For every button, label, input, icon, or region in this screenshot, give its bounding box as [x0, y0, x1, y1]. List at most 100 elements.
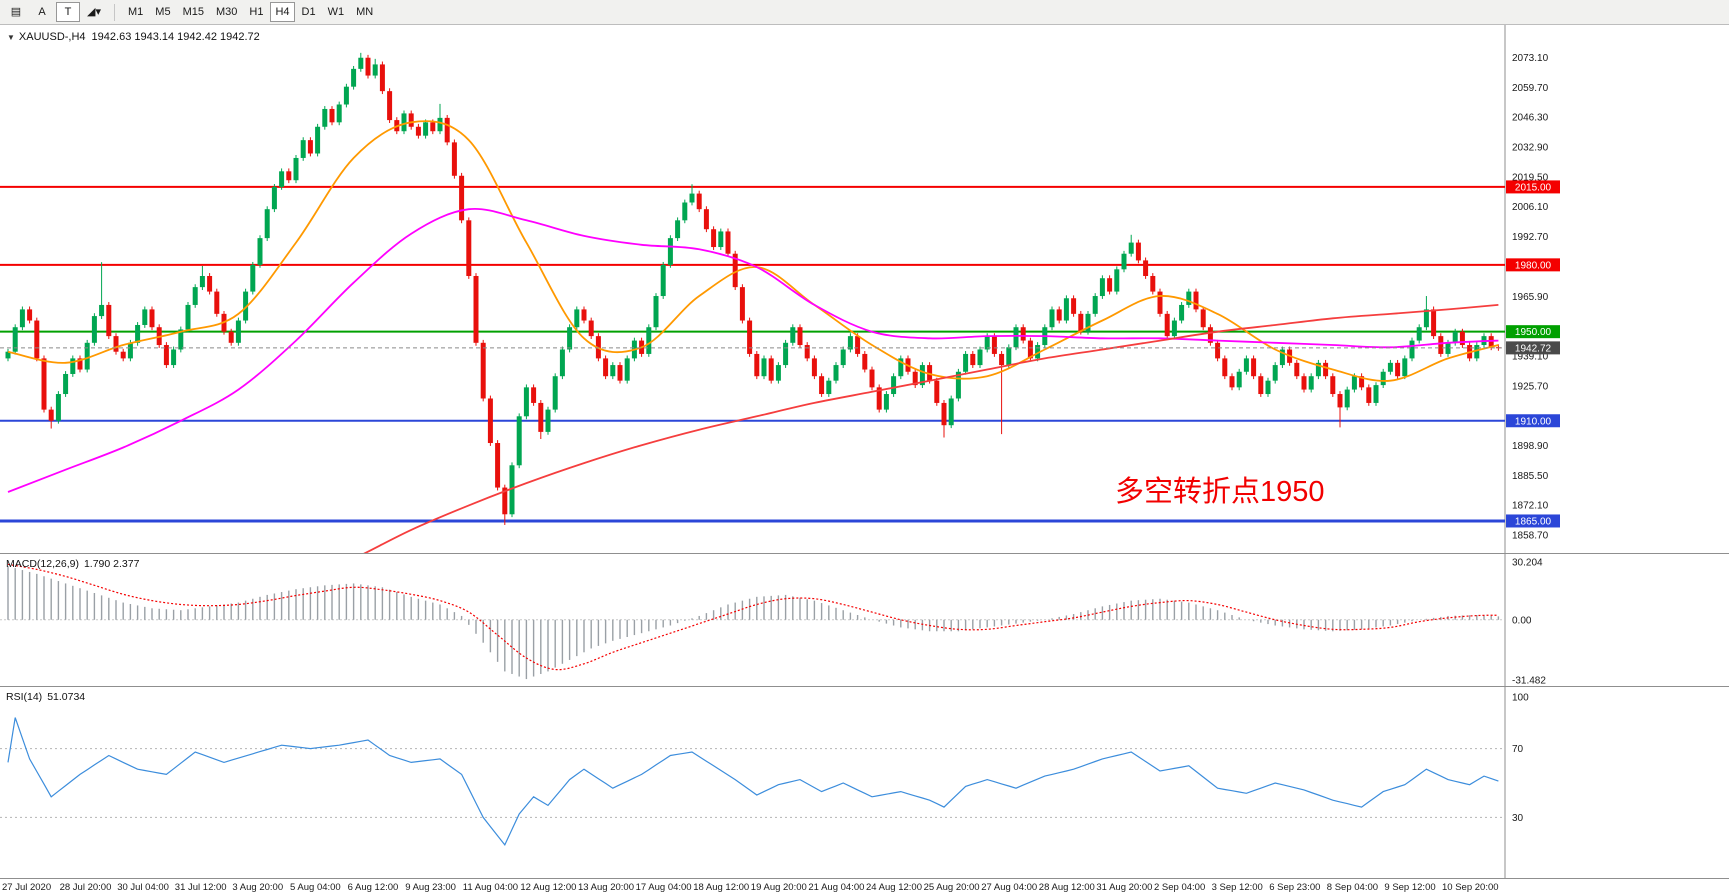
candle-body	[675, 220, 681, 239]
candle-body	[1380, 371, 1386, 386]
candle-body	[1056, 309, 1062, 321]
candle-body	[178, 329, 184, 350]
candle-body	[408, 113, 414, 127]
candle-body	[1229, 376, 1235, 388]
rsi-plot-area[interactable]: 100 70 30	[0, 687, 1729, 879]
candle-body	[574, 309, 580, 328]
candle-body	[1431, 309, 1437, 337]
candle-body	[358, 57, 364, 69]
arrow-tool[interactable]: A	[30, 2, 54, 22]
candle-body	[228, 331, 234, 343]
candle-body	[1164, 313, 1170, 337]
candle-body	[1323, 362, 1329, 377]
collapse-chevron-icon[interactable]: ▼	[7, 33, 15, 42]
candle-body	[1092, 296, 1098, 314]
candle-body	[27, 309, 33, 321]
date-label: 13 Aug 20:00	[578, 882, 634, 893]
candle-body	[1344, 389, 1350, 408]
timeframe-m1[interactable]: M1	[123, 2, 148, 22]
candle-body	[1272, 365, 1278, 381]
rsi-line	[7, 717, 1499, 847]
candle-body	[466, 220, 472, 276]
candle-body	[1402, 358, 1408, 377]
time-axis: 27 Jul 2020 28 Jul 20:00 30 Jul 04:00 31 Ju…	[0, 878, 1729, 893]
candle-body	[718, 231, 724, 248]
macd-label: MACD(12,26,9) 1.790 2.377	[6, 558, 139, 570]
candle-body	[437, 117, 443, 132]
text-tool[interactable]: T	[56, 2, 80, 23]
timeframe-d1[interactable]: D1	[297, 2, 321, 22]
price-tick-label: 1885.50	[1512, 471, 1549, 482]
ma-mid-line	[7, 207, 1499, 493]
symbol-header: ▼ XAUUSD-,H4 1942.63 1943.14 1942.42 1942.…	[7, 31, 260, 43]
price-tick-label: 1898.90	[1512, 441, 1549, 452]
candle-body	[538, 402, 544, 432]
candle-body	[1186, 291, 1192, 305]
timeframe-h1[interactable]: H1	[244, 2, 268, 22]
candle-body	[516, 416, 522, 466]
candle-body	[775, 365, 781, 381]
timeframe-mn[interactable]: MN	[351, 2, 378, 22]
candle-body	[135, 324, 141, 343]
candle-body	[387, 91, 393, 121]
candle-body	[149, 309, 155, 328]
timeframe-w1[interactable]: W1	[323, 2, 350, 22]
date-label: 10 Sep 20:00	[1442, 882, 1499, 893]
candle-body	[243, 291, 249, 321]
candle-body	[545, 409, 551, 432]
timeframe-m5[interactable]: M5	[150, 2, 175, 22]
candle-body	[199, 275, 205, 288]
date-label: 2 Sep 04:00	[1154, 882, 1205, 893]
candle-body	[883, 394, 889, 410]
candle-body	[207, 275, 213, 292]
candle-body	[999, 353, 1005, 366]
date-label: 12 Aug 12:00	[520, 882, 576, 893]
date-label: 31 Jul 12:00	[175, 882, 227, 893]
shape-tool[interactable]: ◢▾	[82, 2, 106, 22]
candle-body	[1200, 309, 1206, 328]
price-badge-1865.00	[1506, 514, 1560, 528]
candle-body	[1135, 242, 1141, 261]
candle-body	[1373, 385, 1379, 403]
candle-body	[1452, 331, 1458, 343]
toolbar-left-tools: ▤ A T ◢▾	[3, 2, 107, 23]
macd-plot-area[interactable]: 30.204 0.00 -31.482	[0, 554, 1729, 687]
price-tick-label: 2019.50	[1512, 172, 1549, 183]
timeframe-m15[interactable]: M15	[178, 2, 209, 22]
chart-mode-icon[interactable]: ▤	[4, 2, 28, 22]
candle-body	[1445, 342, 1451, 354]
candle-body	[379, 64, 385, 92]
candle-body	[1236, 371, 1242, 388]
candle-body	[1150, 275, 1156, 292]
candle-body	[1265, 380, 1271, 395]
candle-body	[1279, 349, 1285, 366]
candle-body	[819, 376, 825, 395]
candle-body	[322, 108, 328, 127]
candle-body	[826, 380, 832, 395]
price-plot-area[interactable]: 2073.10 2059.70 2046.30 2032.90 2019.50 2006.…	[0, 25, 1729, 553]
price-badge-label: 2015.00	[1515, 182, 1552, 193]
candle-body	[142, 309, 148, 325]
candle-body	[5, 351, 11, 359]
candle-body	[279, 171, 285, 187]
candle-body	[1474, 345, 1480, 359]
candle-body	[703, 209, 709, 230]
timeframe-m30[interactable]: M30	[211, 2, 242, 22]
candle-body	[307, 140, 313, 154]
candle-body	[1459, 331, 1465, 346]
date-label: 3 Sep 12:00	[1212, 882, 1263, 893]
candle-body	[653, 296, 659, 328]
candle-body	[163, 345, 169, 366]
candle-body	[696, 193, 702, 210]
candle-body	[1294, 362, 1300, 377]
timeframe-h4[interactable]: H4	[270, 2, 295, 22]
price-tick-label: 1965.90	[1512, 292, 1549, 303]
date-label: 21 Aug 04:00	[808, 882, 864, 893]
candle-body	[1078, 313, 1084, 332]
candle-body	[214, 291, 220, 314]
candle-body	[963, 353, 969, 372]
date-label: 27 Jul 2020	[2, 882, 51, 893]
candle-body	[480, 342, 486, 399]
macd-tick-label: -31.482	[1512, 676, 1546, 687]
candle-body	[1107, 278, 1113, 292]
